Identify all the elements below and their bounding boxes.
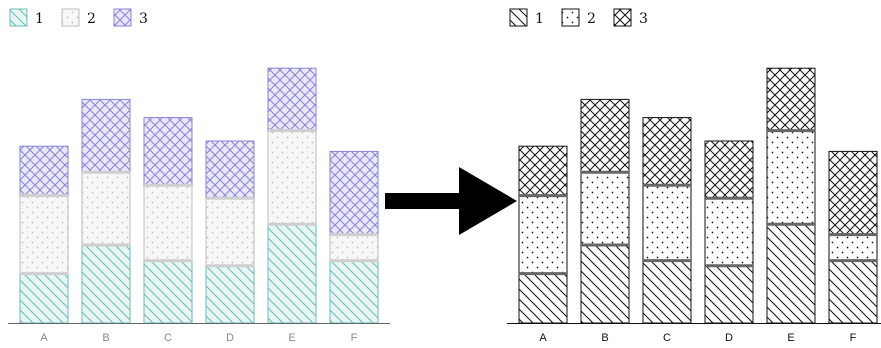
bar-C-series-2 [143,184,193,262]
bar-D-series-1 [205,265,255,324]
bar-D-series-2 [205,197,255,267]
bar-F-series-3 [329,150,379,236]
bar-C-series-2 [642,184,692,262]
bar-E-series-2 [766,130,816,225]
bar-C-series-3 [642,117,692,186]
legend-label-1: 1 [35,11,44,27]
x-tick-F: F [351,332,358,344]
x-tick-C: C [164,332,172,344]
legend-swatch-3 [613,8,632,27]
legend-label-2: 2 [87,11,96,27]
bar-B-series-2 [81,171,131,246]
arrow-icon [385,167,517,235]
x-tick-E: E [787,332,794,344]
bar-B-series-3 [580,98,630,173]
legend-swatch-3 [113,8,132,27]
bar-A-series-1 [19,273,69,324]
bar-E-series-3 [766,67,816,132]
legend-swatch-1 [509,8,528,27]
bar-A-series-2 [19,195,69,275]
legend-swatch-2 [61,8,80,27]
legend: 1 2 3 [9,8,148,27]
bar-F-series-2 [329,234,379,262]
bar-C-series-3 [143,117,193,186]
bar-D-series-3 [205,140,255,199]
bar-A-series-3 [518,145,568,197]
legend: 1 2 3 [509,8,648,27]
bar-E-series-1 [267,223,317,324]
bar-C-series-1 [642,260,692,324]
bar-F-series-3 [828,150,878,236]
x-tick-B: B [102,332,109,344]
bar-C-series-1 [143,260,193,324]
x-tick-B: B [601,332,608,344]
bar-A-series-2 [518,195,568,275]
chart-monochrome: 1 2 3 A B C D E F [507,8,881,344]
legend-label-3: 3 [639,11,648,27]
bar-E-series-1 [766,223,816,324]
bar-E-series-2 [267,130,317,225]
chart-colored: 1 2 3 A B C D E F [8,8,390,344]
bar-B-series-3 [81,98,131,173]
bar-B-series-1 [580,244,630,324]
x-tick-D: D [725,332,733,344]
bar-B-series-1 [81,244,131,324]
x-tick-C: C [663,332,671,344]
x-tick-E: E [288,332,295,344]
bar-A-series-3 [19,145,69,197]
bar-B-series-2 [580,171,630,246]
x-tick-F: F [850,332,857,344]
legend-label-3: 3 [139,11,148,27]
bar-E-series-3 [267,67,317,132]
bar-F-series-2 [828,234,878,262]
legend-label-2: 2 [587,11,596,27]
x-tick-D: D [226,332,234,344]
bar-A-series-1 [518,273,568,324]
bar-F-series-1 [329,260,379,324]
bar-D-series-2 [704,197,754,267]
legend-swatch-1 [9,8,28,27]
x-tick-A: A [539,332,547,344]
bar-D-series-3 [704,140,754,199]
legend-swatch-2 [561,8,580,27]
legend-label-1: 1 [535,11,544,27]
bar-F-series-1 [828,260,878,324]
x-tick-A: A [40,332,48,344]
bar-D-series-1 [704,265,754,324]
